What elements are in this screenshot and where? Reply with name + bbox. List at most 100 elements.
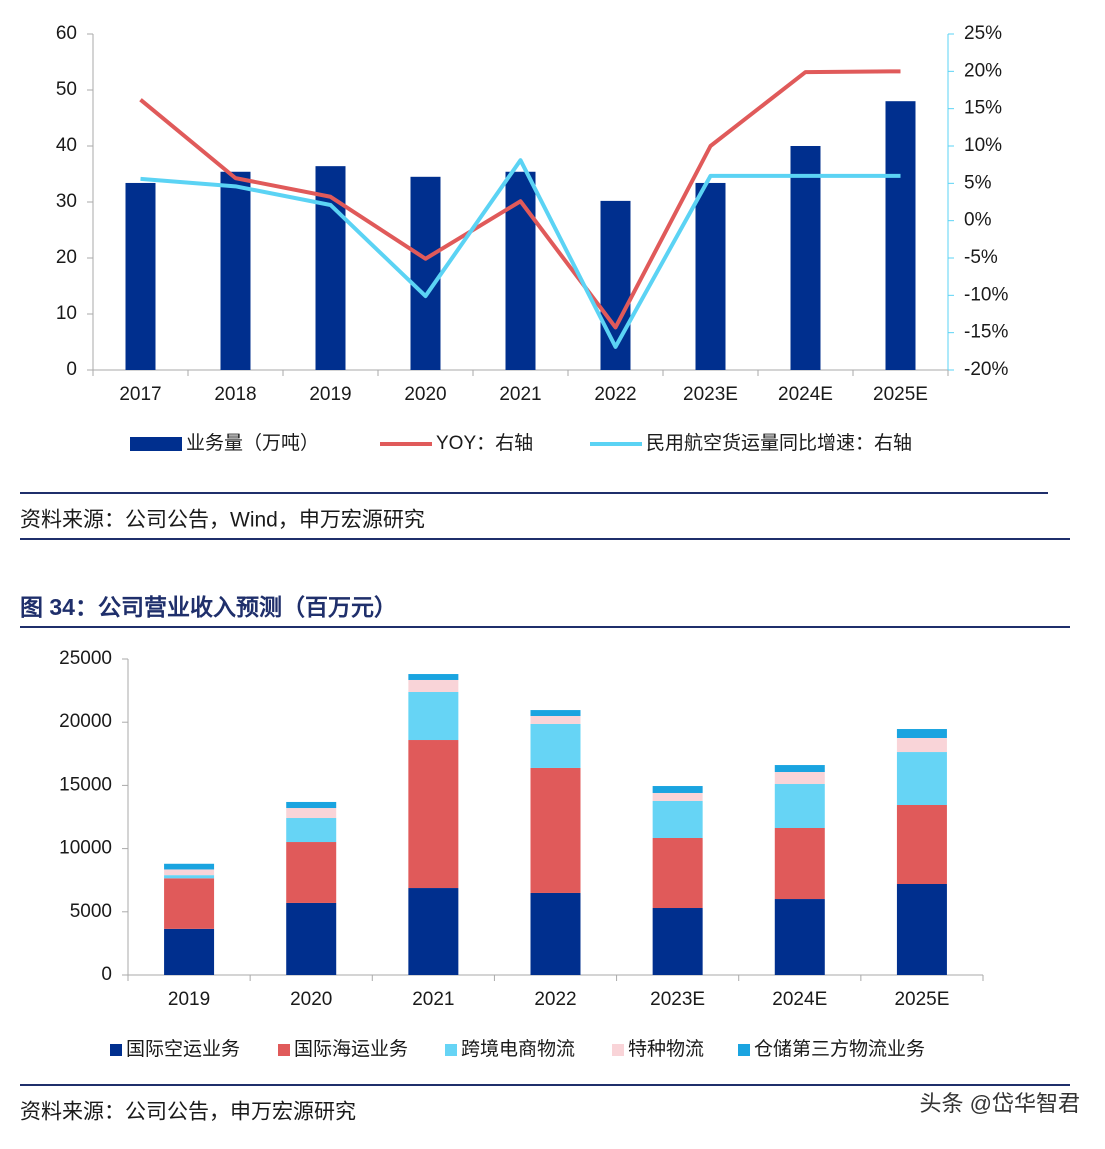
y-tick-label: 0 bbox=[66, 359, 77, 380]
y-tick-label: 15000 bbox=[59, 774, 112, 795]
y-tick-label: 25000 bbox=[59, 648, 112, 669]
x-tick-label: 2018 bbox=[214, 384, 256, 405]
y2-tick-label: -10% bbox=[964, 284, 1008, 305]
chart-title: 图 34：公司营业收入预测（百万元） bbox=[20, 594, 397, 620]
bar-segment bbox=[774, 827, 825, 900]
x-tick-label: 2024E bbox=[772, 989, 827, 1010]
legend-swatch bbox=[110, 1044, 122, 1056]
y-tick-label: 20 bbox=[56, 247, 77, 268]
legend-label: YOY：右轴 bbox=[436, 432, 533, 454]
x-tick-label: 2022 bbox=[594, 384, 636, 405]
x-tick-label: 2019 bbox=[309, 384, 351, 405]
legend-label: 民用航空货运量同比增速：右轴 bbox=[646, 432, 912, 454]
legend-label: 业务量（万吨） bbox=[186, 432, 319, 454]
x-tick-label: 2017 bbox=[119, 384, 161, 405]
y2-tick-label: 25% bbox=[964, 23, 1002, 44]
y2-tick-label: 15% bbox=[964, 98, 1002, 119]
bar-segment bbox=[652, 786, 703, 793]
legend-swatch bbox=[445, 1044, 457, 1056]
bar-segment bbox=[652, 792, 703, 801]
y2-tick-label: 20% bbox=[964, 60, 1002, 81]
y-tick-label: 10000 bbox=[59, 838, 112, 859]
bar-segment bbox=[408, 691, 459, 741]
y-tick-label: 60 bbox=[56, 23, 77, 44]
bar bbox=[790, 146, 821, 370]
line bbox=[140, 158, 901, 349]
x-tick-label: 2022 bbox=[534, 989, 576, 1010]
y-tick-label: 5000 bbox=[70, 901, 112, 922]
bar bbox=[505, 171, 536, 370]
bar-segment bbox=[652, 908, 703, 975]
x-tick-label: 2021 bbox=[499, 384, 541, 405]
bar bbox=[885, 101, 916, 370]
bar-segment bbox=[652, 837, 703, 909]
bar-segment bbox=[286, 818, 337, 843]
line bbox=[139, 69, 901, 330]
bar-segment bbox=[408, 740, 459, 889]
bar-segment bbox=[286, 842, 337, 903]
legend-swatch bbox=[130, 437, 182, 451]
x-tick-label: 2024E bbox=[778, 384, 833, 405]
bar-segment bbox=[530, 767, 581, 893]
legend-swatch bbox=[278, 1044, 290, 1056]
y2-tick-label: 0% bbox=[964, 210, 992, 231]
x-tick-label: 2025E bbox=[873, 384, 928, 405]
bar bbox=[315, 166, 346, 370]
y-tick-label: 40 bbox=[56, 135, 77, 156]
bar-segment bbox=[896, 883, 947, 975]
bar-segment bbox=[286, 801, 337, 809]
legend-swatch bbox=[738, 1044, 750, 1056]
bar-segment bbox=[408, 679, 459, 692]
bar-segment bbox=[774, 899, 825, 975]
legend-swatch bbox=[612, 1044, 624, 1056]
y-tick-label: 0 bbox=[101, 964, 112, 985]
source: 资料来源：公司公告，Wind，申万宏源研究 bbox=[20, 509, 425, 532]
bar-segment bbox=[896, 804, 947, 884]
bar-segment bbox=[774, 784, 825, 828]
legend-label: 特种物流 bbox=[628, 1038, 704, 1060]
y2-tick-label: -5% bbox=[964, 247, 998, 268]
bar bbox=[600, 200, 631, 370]
source: 资料来源：公司公告，申万宏源研究 bbox=[20, 1101, 356, 1124]
bar-segment bbox=[530, 710, 581, 717]
bar bbox=[125, 182, 156, 370]
bar-segment bbox=[164, 863, 215, 870]
bar-segment bbox=[164, 869, 215, 876]
x-tick-label: 2020 bbox=[404, 384, 446, 405]
bar bbox=[695, 182, 726, 370]
bar-segment bbox=[408, 674, 459, 680]
y-tick-label: 50 bbox=[56, 79, 77, 100]
y-tick-label: 30 bbox=[56, 191, 77, 212]
bar-segment bbox=[530, 716, 581, 724]
legend-label: 仓储第三方物流业务 bbox=[754, 1038, 925, 1060]
bar-segment bbox=[774, 765, 825, 773]
legend-label: 跨境电商物流 bbox=[461, 1038, 575, 1060]
bar-segment bbox=[164, 928, 215, 975]
bar-segment bbox=[164, 875, 215, 879]
x-tick-label: 2023E bbox=[683, 384, 738, 405]
legend-label: 国际空运业务 bbox=[126, 1038, 240, 1060]
y2-tick-label: 10% bbox=[964, 135, 1002, 156]
bar-segment bbox=[530, 892, 581, 975]
y-tick-label: 10 bbox=[56, 303, 77, 324]
bar-segment bbox=[896, 729, 947, 738]
bar-segment bbox=[164, 878, 215, 929]
x-tick-label: 2021 bbox=[412, 989, 454, 1010]
legend-label: 国际海运业务 bbox=[294, 1038, 408, 1060]
x-tick-label: 2025E bbox=[894, 989, 949, 1010]
bar-segment bbox=[896, 738, 947, 753]
watermark: 头条 @岱华智君 bbox=[920, 1091, 1080, 1116]
x-tick-label: 2019 bbox=[168, 989, 210, 1010]
bar-segment bbox=[286, 808, 337, 819]
x-tick-label: 2023E bbox=[650, 989, 705, 1010]
bar-segment bbox=[408, 888, 459, 975]
bar bbox=[220, 171, 251, 370]
bar-segment bbox=[774, 772, 825, 785]
y2-tick-label: -20% bbox=[964, 359, 1008, 380]
bar-segment bbox=[530, 723, 581, 768]
bar bbox=[410, 176, 441, 370]
y-tick-label: 20000 bbox=[59, 711, 112, 732]
bar-segment bbox=[286, 902, 337, 975]
